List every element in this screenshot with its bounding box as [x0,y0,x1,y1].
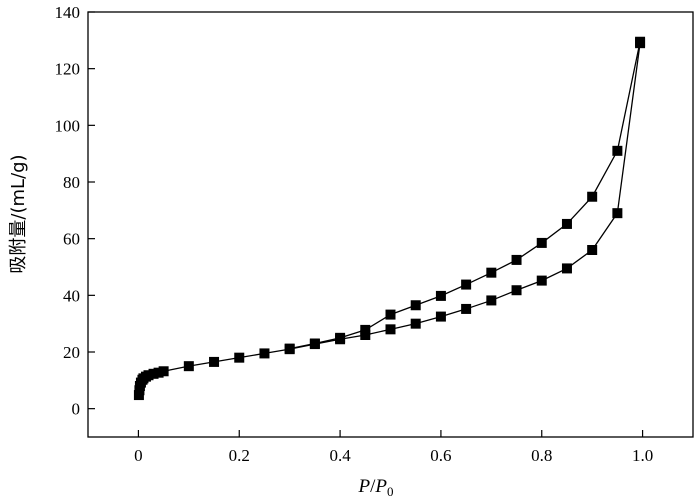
x-axis: 0 0.2 0.4 0.6 0.8 1.0 [134,430,653,465]
series-2-point [309,338,320,349]
x-tick-label: 0 [134,446,143,465]
series-1-point [536,275,547,286]
series-2-point [561,218,572,229]
series-1-point [486,295,497,306]
series-1-point [148,368,159,379]
series-1-point [385,324,396,335]
series-2-point [587,191,598,202]
series-1-point [153,367,164,378]
x-tick-label: 0.8 [531,446,552,465]
plot-frame [87,11,694,438]
series-1-point [209,356,220,367]
y-axis: 0 20 40 60 80 100 120 140 [55,3,95,419]
y-tick-label: 120 [55,60,81,79]
series-1-point [158,366,169,377]
series-2-point [511,254,522,265]
y-tick-label: 20 [63,343,80,362]
series-2-point [284,343,295,354]
series-1-point [360,330,371,340]
series-2-point [410,300,421,311]
y-tick-label: 100 [55,116,81,135]
series-2-point [385,309,396,320]
series-1-point [143,370,154,381]
series-2-point [461,279,472,290]
series-1-point [259,348,270,359]
y-tick-label: 140 [55,3,81,22]
x-tick-label: 0.6 [430,446,451,465]
y-axis-title: 吸附量/(mL/g) [8,154,29,273]
series-2-point [335,332,346,343]
x-tick-label: 0.4 [329,446,351,465]
series-1-point [511,285,522,296]
series-2-point [435,290,446,301]
y-tick-label: 0 [72,400,81,419]
series-1-point [183,361,194,372]
x-tick-label: 0.2 [229,446,250,465]
series-1-point [612,208,623,219]
series-2-point [360,324,371,335]
x-tick-label: 1.0 [632,446,653,465]
x-axis-title: P/P0 [358,476,394,499]
y-tick-label: 40 [63,286,80,305]
series-2-point [486,267,497,278]
series-2-point [612,145,623,156]
y-tick-label: 80 [63,173,80,192]
series-1-point [461,303,472,314]
series-1-point [410,318,421,329]
series-1-point [435,311,446,322]
series-2-point [635,36,646,47]
series-2-point [536,237,547,248]
y-tick-label: 60 [63,230,80,249]
series-1-point [234,352,245,363]
series-1-point [561,263,572,274]
series-1-point [587,245,598,255]
series-layer [133,36,646,401]
